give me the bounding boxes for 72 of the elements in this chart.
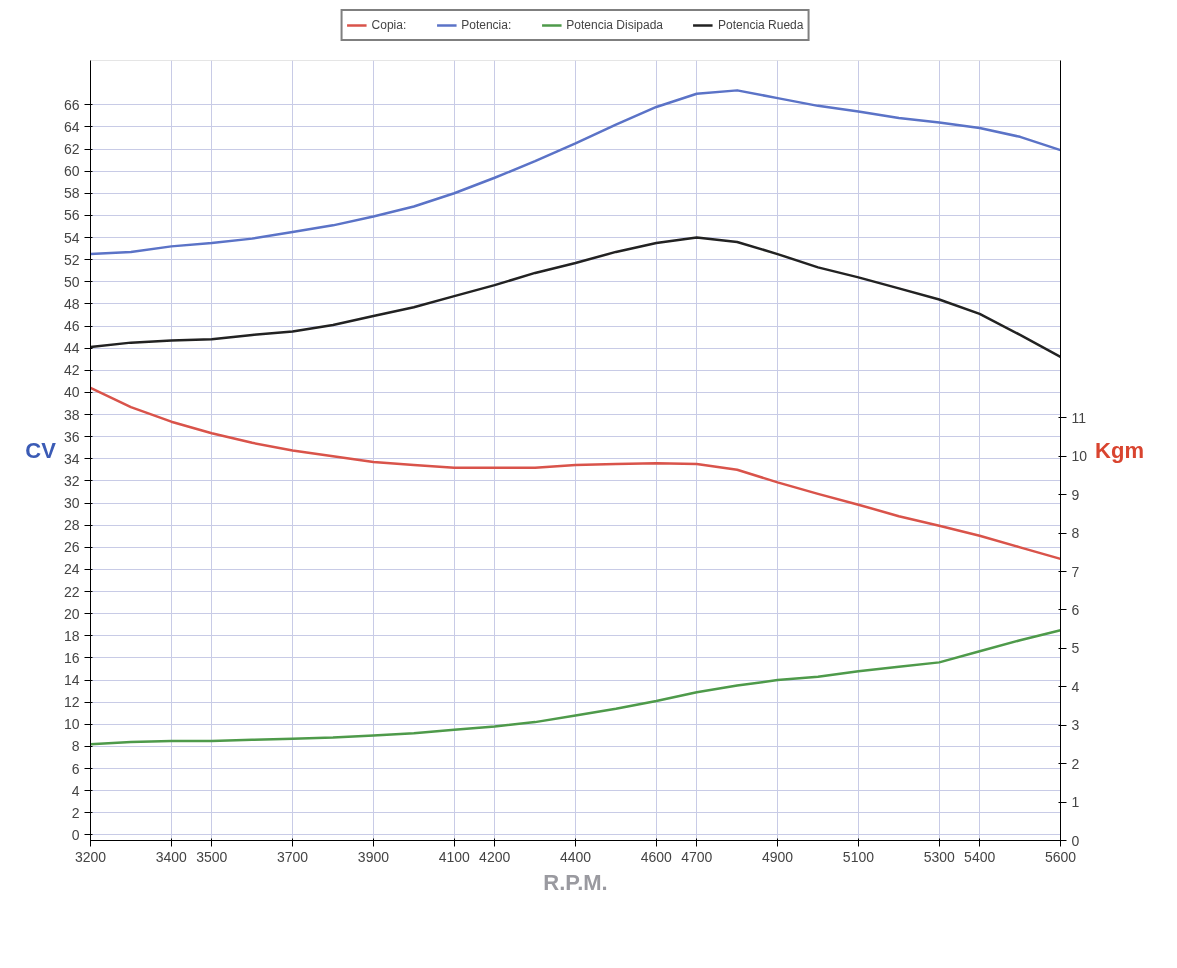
- y2-tick-label: 2: [1071, 755, 1080, 772]
- x-tick-label: 3700: [277, 848, 309, 865]
- x-tick-label: 5300: [923, 848, 956, 865]
- y-tick-label: 36: [63, 428, 80, 445]
- y2-tick-label: 1: [1071, 794, 1080, 811]
- y-tick-label: 48: [63, 295, 80, 312]
- y2-tick-label: 11: [1071, 409, 1087, 426]
- y-tick-label: 22: [63, 583, 80, 600]
- y-tick-label: 4: [71, 782, 80, 799]
- line-series: [90, 386, 1061, 561]
- y2-tick-label: 10: [1071, 448, 1088, 465]
- y-tick-label: 64: [63, 118, 80, 135]
- y-tick-label: 30: [63, 495, 80, 512]
- y-tick-label: 34: [63, 450, 80, 467]
- y-tick-label: 60: [63, 163, 80, 180]
- y-tick-label: 26: [63, 539, 80, 556]
- y2-tick-label: 0: [1071, 832, 1080, 849]
- y-tick-label: 32: [63, 472, 80, 489]
- y-tick-label: 66: [63, 96, 80, 113]
- x-tick-label: 4600: [640, 848, 673, 865]
- x-tick-label: 4100: [438, 848, 471, 865]
- y2-tick-label: 5: [1071, 640, 1080, 657]
- y-axis-title: CV: [25, 438, 57, 463]
- y-tick-label: 58: [63, 185, 80, 202]
- x-tick-label: 3900: [357, 848, 390, 865]
- y-tick-label: 56: [63, 207, 80, 224]
- y-tick-label: 20: [63, 605, 80, 622]
- x-tick-label: 4900: [762, 848, 794, 865]
- line-series: [90, 89, 1061, 256]
- y-tick-label: 12: [63, 694, 80, 711]
- y-tick-label: 2: [71, 804, 80, 821]
- y-tick-label: 54: [63, 229, 80, 246]
- y-tick-label: 46: [63, 318, 80, 335]
- y-tick-label: 38: [63, 406, 80, 423]
- x-tick-label: 5600: [1044, 848, 1077, 865]
- x-axis-title: R.P.M.: [543, 869, 608, 895]
- x-tick-label: 3200: [74, 848, 107, 865]
- y-tick-label: 8: [71, 738, 80, 755]
- y2-tick-label: 4: [1071, 678, 1080, 695]
- legend-label: Potencia Rueda: [718, 18, 804, 32]
- y-tick-label: 28: [63, 517, 80, 534]
- x-tick-label: 4700: [681, 848, 713, 865]
- legend-label: Copia:: [371, 18, 407, 32]
- y-tick-label: 40: [63, 384, 80, 401]
- y2-tick-label: 7: [1071, 563, 1080, 580]
- x-tick-label: 4200: [479, 848, 511, 865]
- y-tick-label: 6: [71, 760, 80, 777]
- y-tick-label: 50: [63, 273, 80, 290]
- y2-tick-label: 9: [1071, 486, 1080, 503]
- x-tick-label: 5400: [964, 848, 996, 865]
- legend-label: Potencia Disipada: [566, 18, 664, 32]
- y-tick-label: 52: [63, 251, 80, 268]
- line-series: [90, 236, 1061, 359]
- y-tick-label: 42: [63, 362, 80, 379]
- x-tick-label: 4400: [559, 848, 592, 865]
- y-tick-label: 10: [63, 716, 80, 733]
- y2-tick-label: 3: [1071, 717, 1080, 734]
- y2-tick-label: 6: [1071, 601, 1080, 618]
- x-tick-label: 3500: [196, 848, 228, 865]
- y-tick-label: 0: [71, 826, 80, 843]
- y2-tick-label: 8: [1071, 525, 1080, 542]
- legend-label: Potencia:: [461, 18, 512, 32]
- y-tick-label: 18: [63, 627, 80, 644]
- line-series: [90, 629, 1061, 746]
- y-tick-label: 24: [63, 561, 80, 578]
- y2-axis-title: Kgm: [1095, 438, 1144, 463]
- y-tick-label: 44: [63, 340, 80, 357]
- x-tick-label: 3400: [155, 848, 188, 865]
- y-tick-label: 14: [63, 672, 80, 689]
- x-tick-label: 5100: [842, 848, 875, 865]
- y-tick-label: 62: [63, 141, 80, 158]
- y-tick-label: 16: [63, 649, 80, 666]
